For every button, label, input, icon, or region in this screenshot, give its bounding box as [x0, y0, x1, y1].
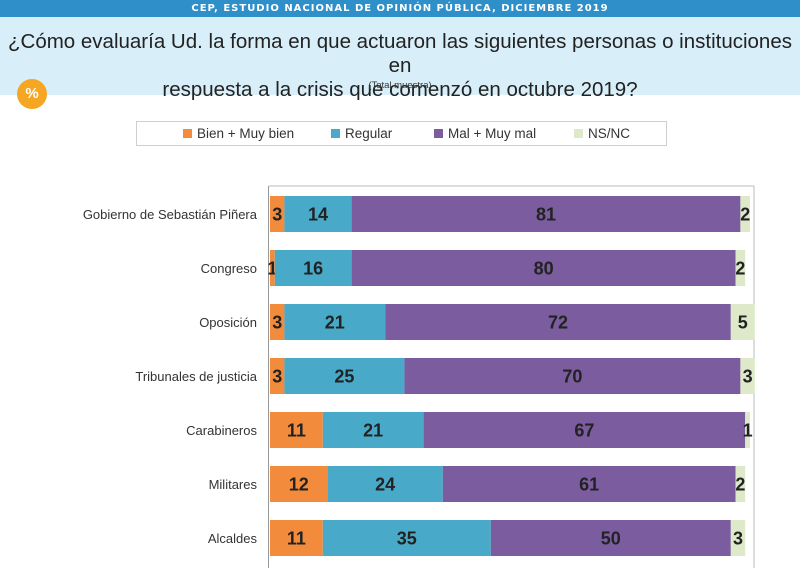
- data-label: 2: [740, 205, 750, 225]
- category-label: Oposición: [199, 315, 257, 330]
- bar-segment: [740, 196, 750, 232]
- survey-source-banner: CEP, ESTUDIO NACIONAL DE OPINIÓN PÚBLICA…: [0, 0, 800, 17]
- data-label: 5: [738, 313, 748, 333]
- data-label: 16: [303, 259, 323, 279]
- data-label: 21: [363, 421, 383, 441]
- chart-title: ¿Cómo evaluaría Ud. la forma en que actu…: [0, 30, 800, 102]
- data-label: 2: [735, 475, 745, 495]
- legend-label-nsnc: NS/NC: [588, 126, 631, 141]
- category-label: Tribunales de justicia: [135, 369, 257, 384]
- data-label: 35: [397, 529, 417, 549]
- bar-segment: [385, 304, 731, 340]
- legend-item-nsnc: NS/NC: [574, 126, 630, 141]
- bar-segment: [730, 304, 755, 340]
- bar-segment: [270, 196, 285, 232]
- bar-segment: [322, 520, 491, 556]
- data-label: 3: [743, 367, 753, 387]
- bar-segment: [270, 250, 275, 286]
- category-label: Militares: [209, 477, 258, 492]
- data-label: 61: [579, 475, 599, 495]
- data-label: 25: [334, 367, 354, 387]
- bar-segment: [423, 412, 746, 448]
- chart-header: ¿Cómo evaluaría Ud. la forma en que actu…: [0, 17, 800, 101]
- category-label: Alcaldes: [208, 531, 258, 546]
- bar-segment: [270, 466, 328, 502]
- chart-subtitle: (Total muestra): [368, 80, 432, 91]
- bar-segment: [270, 358, 285, 394]
- percent-badge: %: [17, 79, 47, 109]
- data-label: 14: [308, 205, 328, 225]
- bar-segment: [351, 250, 736, 286]
- category-label: Carabineros: [186, 423, 257, 438]
- category-label: Gobierno de Sebastián Piñera: [83, 207, 258, 222]
- legend-label-bien: Bien + Muy bien: [197, 126, 295, 141]
- bar-segment: [322, 412, 424, 448]
- data-label: 80: [534, 259, 554, 279]
- category-label: Congreso: [201, 261, 257, 276]
- data-label: 1: [743, 421, 753, 441]
- data-label: 1: [267, 259, 277, 279]
- bar-segment: [404, 358, 741, 394]
- data-label: 70: [562, 367, 582, 387]
- bar-segment: [740, 358, 755, 394]
- bar-segment: [284, 196, 352, 232]
- legend-item-regular: Regular: [331, 126, 392, 141]
- data-label: 3: [272, 205, 282, 225]
- data-label: 3: [272, 313, 282, 333]
- bar-segment: [735, 466, 746, 502]
- data-label: 50: [601, 529, 621, 549]
- legend-swatch-mal: [434, 129, 443, 138]
- data-label: 24: [375, 475, 395, 495]
- bar-segment: [490, 520, 731, 556]
- data-label: 3: [272, 367, 282, 387]
- data-label: 67: [574, 421, 594, 441]
- bar-segment: [270, 412, 323, 448]
- data-label: 11: [287, 529, 306, 549]
- data-label: 21: [325, 313, 345, 333]
- bar-segment: [284, 358, 405, 394]
- legend-item-mal: Mal + Muy mal: [434, 126, 536, 141]
- bar-segment: [730, 520, 746, 556]
- legend-swatch-regular: [331, 129, 340, 138]
- data-label: 72: [548, 313, 568, 333]
- bar-segment: [351, 196, 741, 232]
- chart-title-line-1: ¿Cómo evaluaría Ud. la forma en que actu…: [8, 30, 792, 77]
- bar-segment: [270, 304, 285, 340]
- bar-segment: [274, 250, 352, 286]
- chart-title-line-2: respuesta a la crisis que comenzó en oct…: [162, 78, 638, 101]
- bar-segment: [745, 412, 750, 448]
- bar-segment: [327, 466, 443, 502]
- bar-segment: [442, 466, 736, 502]
- data-label: 2: [735, 259, 745, 279]
- legend-swatch-bien: [183, 129, 192, 138]
- bar-segment: [270, 520, 323, 556]
- bar-segment: [735, 250, 746, 286]
- data-label: 12: [289, 475, 309, 495]
- legend-label-regular: Regular: [345, 126, 393, 141]
- data-label: 11: [287, 421, 306, 441]
- legend-item-bien: Bien + Muy bien: [183, 126, 294, 141]
- data-label: 81: [536, 205, 556, 225]
- legend-swatch-nsnc: [574, 129, 583, 138]
- bar-segment: [284, 304, 386, 340]
- chart-legend: Bien + Muy bien Regular Mal + Muy mal NS…: [136, 121, 667, 146]
- legend-label-mal: Mal + Muy mal: [448, 126, 537, 141]
- data-label: 3: [733, 529, 743, 549]
